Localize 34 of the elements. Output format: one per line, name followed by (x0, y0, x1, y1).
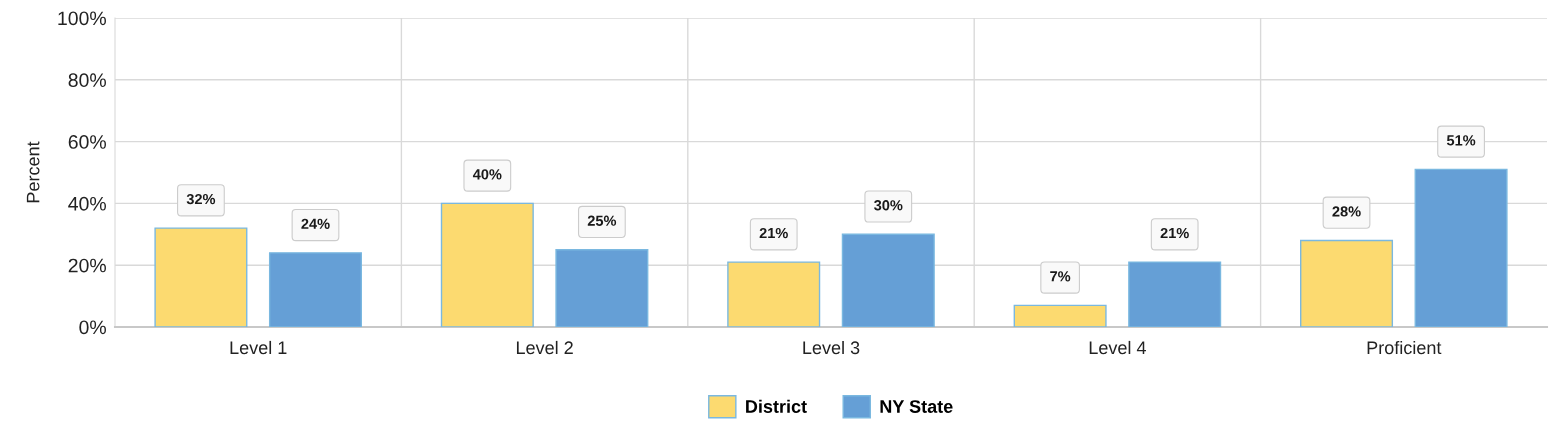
y-tick-label: 40% (68, 196, 106, 211)
x-tick-label: Level 1 (230, 340, 287, 355)
y-axis-title: Percent (26, 141, 40, 203)
text: 21% (1160, 227, 1189, 239)
bar (841, 233, 935, 327)
bar (1013, 304, 1107, 327)
text: 40% (472, 169, 502, 180)
x-tick-label: Level 2 (516, 340, 573, 355)
text: 28% (1332, 206, 1361, 217)
bar (1414, 168, 1508, 327)
bar (268, 252, 362, 327)
y-tick-label: 60% (68, 135, 106, 149)
bar (1300, 239, 1394, 327)
text: 24% (301, 218, 330, 229)
text: 30% (874, 200, 903, 211)
bar (1128, 261, 1222, 327)
y-tick-label: 0% (79, 320, 106, 335)
bar (555, 249, 649, 327)
text: 51% (1446, 135, 1476, 146)
y-tick-label: 20% (68, 258, 106, 273)
legend-label: NY State (880, 400, 953, 413)
bar (440, 202, 534, 327)
bar (727, 261, 821, 327)
y-tick-label: 80% (68, 73, 106, 88)
text: 21% (759, 227, 788, 239)
legend-label: District (746, 399, 807, 413)
y-tick-label: 100% (58, 11, 106, 26)
text: 25% (587, 215, 617, 226)
text: 32% (186, 193, 216, 205)
x-tick-label: Level 3 (803, 340, 860, 355)
x-tick-label: Level 4 (1089, 340, 1146, 355)
x-tick-label: Proficient (1367, 340, 1442, 355)
text: 7% (1050, 271, 1071, 282)
bar (154, 227, 248, 327)
